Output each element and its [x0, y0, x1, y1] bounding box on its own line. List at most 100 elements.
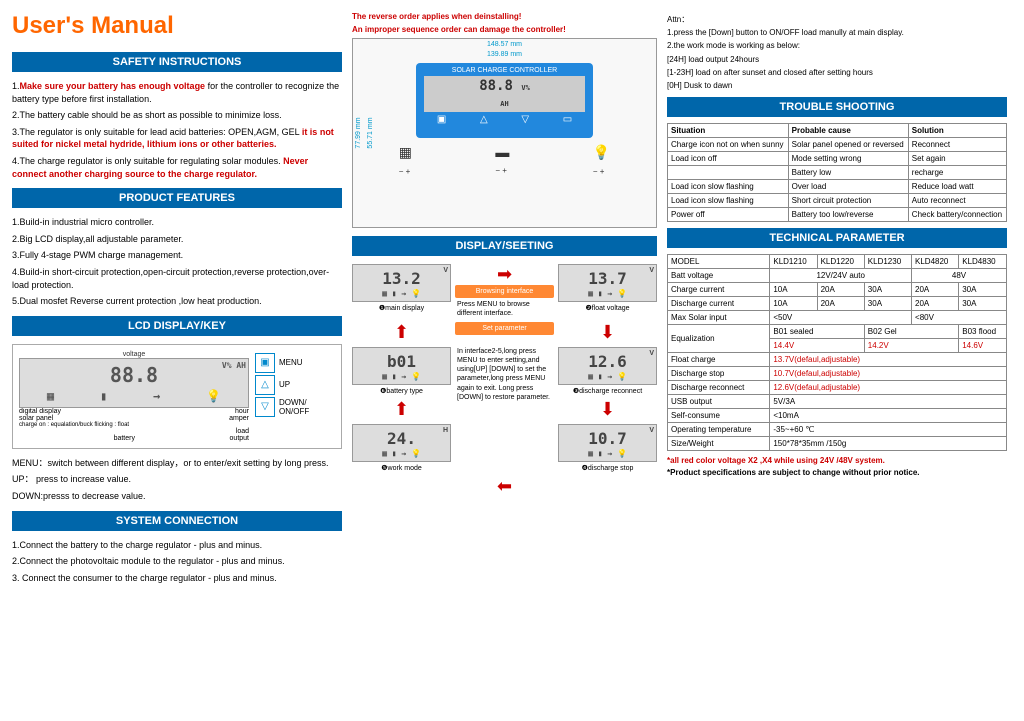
feature-4: 4.Build-in short-circuit protection,open…	[12, 266, 342, 291]
lcd-buttons: ▣MENU △UP ▽DOWN/ ON/OFF	[255, 351, 335, 442]
feature-2: 2.Big LCD display,all adjustable paramet…	[12, 233, 342, 246]
syscon-list: 1.Connect the battery to the charge regu…	[12, 535, 342, 589]
lcd-diagram: voltage 88.8V% AH ▦ ▮ → 💡 digital displa…	[12, 344, 342, 449]
syscon-3: 3. Connect the consumer to the charge re…	[12, 572, 342, 585]
ds-float: 13.7V▦ ▮ → 💡 ❷float voltage	[558, 264, 657, 318]
hour-label: hour	[235, 408, 249, 415]
attn-5: [0H] Dusk to dawn	[667, 80, 1007, 91]
th-cause: Probable cause	[788, 124, 908, 138]
browse-box: Browsing interface	[455, 285, 554, 298]
safety-2: 2.The battery cable should be as short a…	[12, 109, 342, 122]
ctrl-usb-icon: ▭	[563, 114, 572, 125]
model-5: KLD4830	[959, 255, 1007, 269]
arrow-down-icon2: ⬇	[558, 399, 657, 420]
amper-label: amper	[229, 415, 249, 422]
warn-2: An improper sequence order can damage th…	[352, 25, 657, 34]
display-grid: 13.2V▦ ▮ → 💡 ❶main display ➡ Browsing in…	[352, 264, 657, 472]
bulb-icon: 💡− +	[593, 144, 610, 177]
voltage-label: voltage	[19, 351, 249, 358]
ctrl-wires: ▦− + ▬− + 💡− +	[357, 144, 652, 177]
dim-w1: 148.57 mm	[487, 41, 522, 48]
lcd-header: LCD DISPLAY/KEY	[12, 316, 342, 336]
safety-header: SAFETY INSTRUCTIONS	[12, 52, 342, 72]
arrow-down-icon: ⬇	[558, 322, 657, 343]
syscon-1: 1.Connect the battery to the charge regu…	[12, 539, 342, 552]
battery-icon: ▮	[100, 389, 107, 403]
th-solution: Solution	[908, 124, 1006, 138]
table-row: EqualizationB01 sealedB02 GelB03 flood	[668, 325, 1007, 339]
model-4: KLD4820	[912, 255, 959, 269]
table-row: Size/Weight150*78*35mm /150g	[668, 437, 1007, 451]
arrow-up-icon2: ⬆	[352, 399, 451, 420]
model-3: KLD1230	[864, 255, 911, 269]
controller-diagram: 148.57 mm 139.89 mm 77.99 mm 55.71 mm SO…	[352, 38, 657, 228]
menu-icon: ▣	[255, 353, 275, 373]
table-row: Float charge13.7V(defaul,adjustable)	[668, 353, 1007, 367]
attn-3: [24H] load output 24hours	[667, 54, 1007, 65]
table-row: Load icon offMode setting wrongSet again	[668, 152, 1007, 166]
up-btn-label: UP	[279, 380, 290, 389]
th-situation: Situation	[668, 124, 789, 138]
model-label: MODEL	[668, 255, 770, 269]
controller-device: SOLAR CHARGE CONTROLLER 88.8 V%AH ▣ △ ▽ …	[416, 63, 593, 138]
solar-icon: ▦	[47, 389, 54, 403]
up-icon: △	[255, 375, 275, 395]
features-header: PRODUCT FEATURES	[12, 188, 342, 208]
table-row: Load icon slow flashingShort circuit pro…	[668, 194, 1007, 208]
ctrl-down-icon: ▽	[521, 114, 529, 125]
safety-1: 1.Make sure your battery has enough volt…	[12, 80, 342, 105]
bulb-icon: 💡	[206, 389, 221, 403]
warn-1: The reverse order applies when deinstall…	[352, 12, 657, 21]
page-title: User's Manual	[12, 12, 342, 40]
arrow-right-icon: ➡	[455, 264, 554, 285]
dim-h1: 77.99 mm	[355, 117, 362, 148]
dim-h2: 55.71 mm	[367, 117, 374, 148]
lcd-notes: MENU：switch between different display，or…	[12, 453, 342, 507]
table-row: Charge current10A20A30A20A30A	[668, 283, 1007, 297]
feature-5: 5.Dual mosfet Reverse current protection…	[12, 295, 342, 308]
safety-list: 1.Make sure your battery has enough volt…	[12, 76, 342, 184]
down-icon: ▽	[255, 397, 275, 417]
ctrl-up-icon: △	[480, 114, 488, 125]
trouble-header: TROUBLE SHOOTING	[667, 97, 1007, 117]
tech-table: MODEL KLD1210 KLD1220 KLD1230 KLD4820 KL…	[667, 254, 1007, 451]
table-row: USB output5V/3A	[668, 395, 1007, 409]
feature-1: 1.Build-in industrial micro controller.	[12, 216, 342, 229]
ctrl-menu-icon: ▣	[437, 114, 446, 125]
browse-note: Press MENU to browse different interface…	[455, 300, 554, 318]
lcd-note-menu: MENU：switch between different display，or…	[12, 457, 342, 470]
table-row: Power offBattery too low/reverseCheck ba…	[668, 208, 1007, 222]
load-label: load	[236, 428, 249, 435]
digital-label: digital display	[19, 408, 61, 415]
table-row: Discharge current10A20A30A20A30A	[668, 297, 1007, 311]
arrow-up-icon: ⬆	[352, 322, 451, 343]
tech-note-1: *all red color voltage X2 ,X4 while usin…	[667, 456, 1007, 465]
feature-3: 3.Fully 4-stage PWM charge management.	[12, 249, 342, 262]
model-1: KLD1210	[770, 255, 817, 269]
ds-reconnect: 12.6V▦ ▮ → 💡 ❸discharge reconnect	[558, 347, 657, 395]
solar-label: solar panel	[19, 415, 53, 422]
lcd-note-up: UP： press to increase value.	[12, 473, 342, 486]
model-2: KLD1220	[817, 255, 864, 269]
lcd-screen: 88.8V% AH ▦ ▮ → 💡	[19, 358, 249, 408]
syscon-2: 2.Connect the photovoltaic module to the…	[12, 555, 342, 568]
arrow-left-icon: ⬅	[497, 476, 512, 497]
column-3: Attn： 1.press the [Down] button to ON/OF…	[667, 12, 1007, 709]
attn-1: 1.press the [Down] button to ON/OFF load…	[667, 27, 1007, 38]
lcd-note-down: DOWN:presss to decrease value.	[12, 490, 342, 503]
column-2: The reverse order applies when deinstall…	[352, 12, 657, 709]
table-row: Batt voltage12V/24V auto48V	[668, 269, 1007, 283]
attn-4: [1-23H] load on after sunset and closed …	[667, 67, 1007, 78]
column-1: User's Manual SAFETY INSTRUCTIONS 1.Make…	[12, 12, 342, 709]
table-row: Self-consume<10mA	[668, 409, 1007, 423]
battery-icon: ▬− +	[495, 144, 509, 177]
trouble-table: Situation Probable cause Solution Charge…	[667, 123, 1007, 222]
dim-w2: 139.89 mm	[487, 51, 522, 58]
table-row: Operating temperature-35~+60 ℃	[668, 423, 1007, 437]
ctrl-title: SOLAR CHARGE CONTROLLER	[420, 67, 589, 74]
arrow-icon: →	[153, 389, 160, 403]
table-row: Max Solar input<50V<80V	[668, 311, 1007, 325]
setparam-note: In interface2-5,long press MENU to enter…	[455, 347, 554, 472]
table-row: Battery lowrecharge	[668, 166, 1007, 180]
battery-label: battery	[114, 435, 135, 442]
